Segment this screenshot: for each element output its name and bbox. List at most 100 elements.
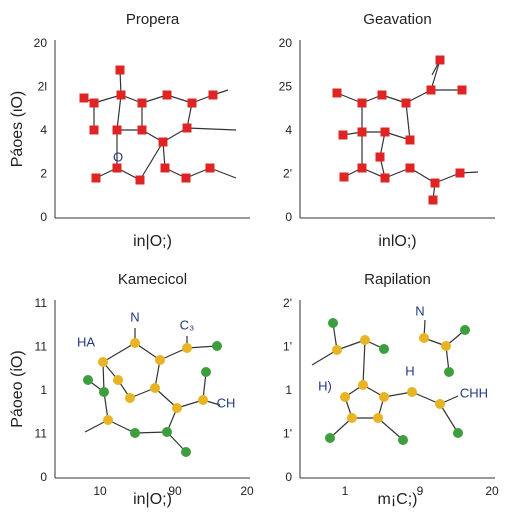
bond (186, 127, 237, 131)
bond (377, 417, 404, 441)
bond (139, 141, 164, 181)
atom (373, 413, 383, 423)
atom-label: C₃ (180, 317, 195, 332)
atom (130, 338, 140, 348)
atom (453, 428, 463, 438)
atom (357, 98, 367, 108)
panel-title: Rapilation (364, 271, 431, 288)
atom (426, 85, 436, 95)
atom (137, 125, 147, 135)
panel-title: Kamecicol (118, 271, 187, 288)
atom (340, 392, 350, 402)
atom (112, 125, 122, 135)
atom (405, 135, 415, 145)
y-axis-label: Páoeo (ίΟ) (9, 350, 26, 427)
atom (198, 395, 208, 405)
atom (89, 125, 99, 135)
x-tick-label: 90 (168, 484, 182, 498)
bond (102, 342, 136, 363)
atom (208, 90, 218, 100)
x-axis-label: in|O;) (133, 233, 172, 250)
y-tick-label: 4 (285, 123, 292, 137)
atom (201, 367, 211, 377)
atom (172, 403, 182, 413)
atom (89, 98, 99, 108)
atom (358, 380, 368, 390)
atom (187, 98, 197, 108)
bond (439, 403, 459, 434)
x-axis-label: m¡C;) (378, 491, 418, 508)
x-tick-label: 20 (240, 484, 254, 498)
atom (455, 168, 465, 178)
atom (328, 318, 338, 328)
atom (428, 195, 438, 205)
atom (83, 375, 93, 385)
atom (379, 392, 389, 402)
y-tick-label: 20 (34, 36, 48, 50)
panel-title: Geavation (363, 11, 431, 28)
x-tick-label: 9 (417, 484, 424, 498)
atom (162, 427, 172, 437)
atom (79, 93, 89, 103)
x-tick-label: 10 (93, 484, 107, 498)
y-tick-label: 0 (40, 210, 47, 224)
atom (150, 383, 160, 393)
atom (457, 85, 467, 95)
atom-label: CHH (460, 385, 488, 400)
atom (325, 433, 335, 443)
y-tick-label: 4 (40, 123, 47, 137)
y-tick-label: 1 (285, 383, 292, 397)
bond (405, 102, 411, 141)
atom (339, 172, 349, 182)
atom (435, 55, 445, 65)
atom (182, 123, 192, 133)
y-tick-label: 25 (279, 80, 293, 94)
atom (125, 393, 135, 403)
bond (430, 59, 441, 91)
atom (377, 90, 387, 100)
atom (98, 357, 108, 367)
atom (398, 435, 408, 445)
bond (134, 431, 168, 434)
atom (332, 88, 342, 98)
atom-label: N (130, 309, 139, 324)
atom (357, 127, 367, 137)
atom (212, 341, 222, 351)
atom (401, 98, 411, 108)
bond (362, 339, 366, 386)
y-tick-label: 2l (38, 80, 47, 94)
x-axis-label: inlO;) (378, 233, 416, 250)
atom (375, 152, 385, 162)
y-tick-label: 2' (283, 167, 292, 181)
bond (102, 361, 105, 393)
y-tick-label: 11 (35, 427, 48, 441)
atom (419, 333, 429, 343)
atom (91, 173, 101, 183)
y-tick-label: 2 (40, 167, 47, 181)
bond (134, 342, 161, 361)
y-tick-label: 0 (285, 210, 292, 224)
bond (116, 94, 122, 131)
atom (379, 344, 389, 354)
atom (155, 355, 165, 365)
y-tick-label: 20 (279, 36, 293, 50)
atom (357, 163, 367, 173)
atom (160, 163, 170, 173)
atom (182, 343, 192, 353)
y-tick-label: 1 (40, 383, 47, 397)
bond (411, 391, 441, 405)
y-tick-label: 1' (283, 340, 292, 354)
panel-title: Propera (126, 11, 180, 28)
y-tick-label: 2' (283, 296, 292, 310)
atom (205, 163, 215, 173)
atom (405, 163, 415, 173)
atom (99, 387, 109, 397)
y-tick-label: 0 (285, 470, 292, 484)
bond (186, 345, 218, 349)
atom (407, 387, 417, 397)
y-tick-label: 11 (35, 340, 48, 354)
y-tick-label: 1' (283, 427, 292, 441)
atom (135, 175, 145, 185)
atom (181, 173, 191, 183)
